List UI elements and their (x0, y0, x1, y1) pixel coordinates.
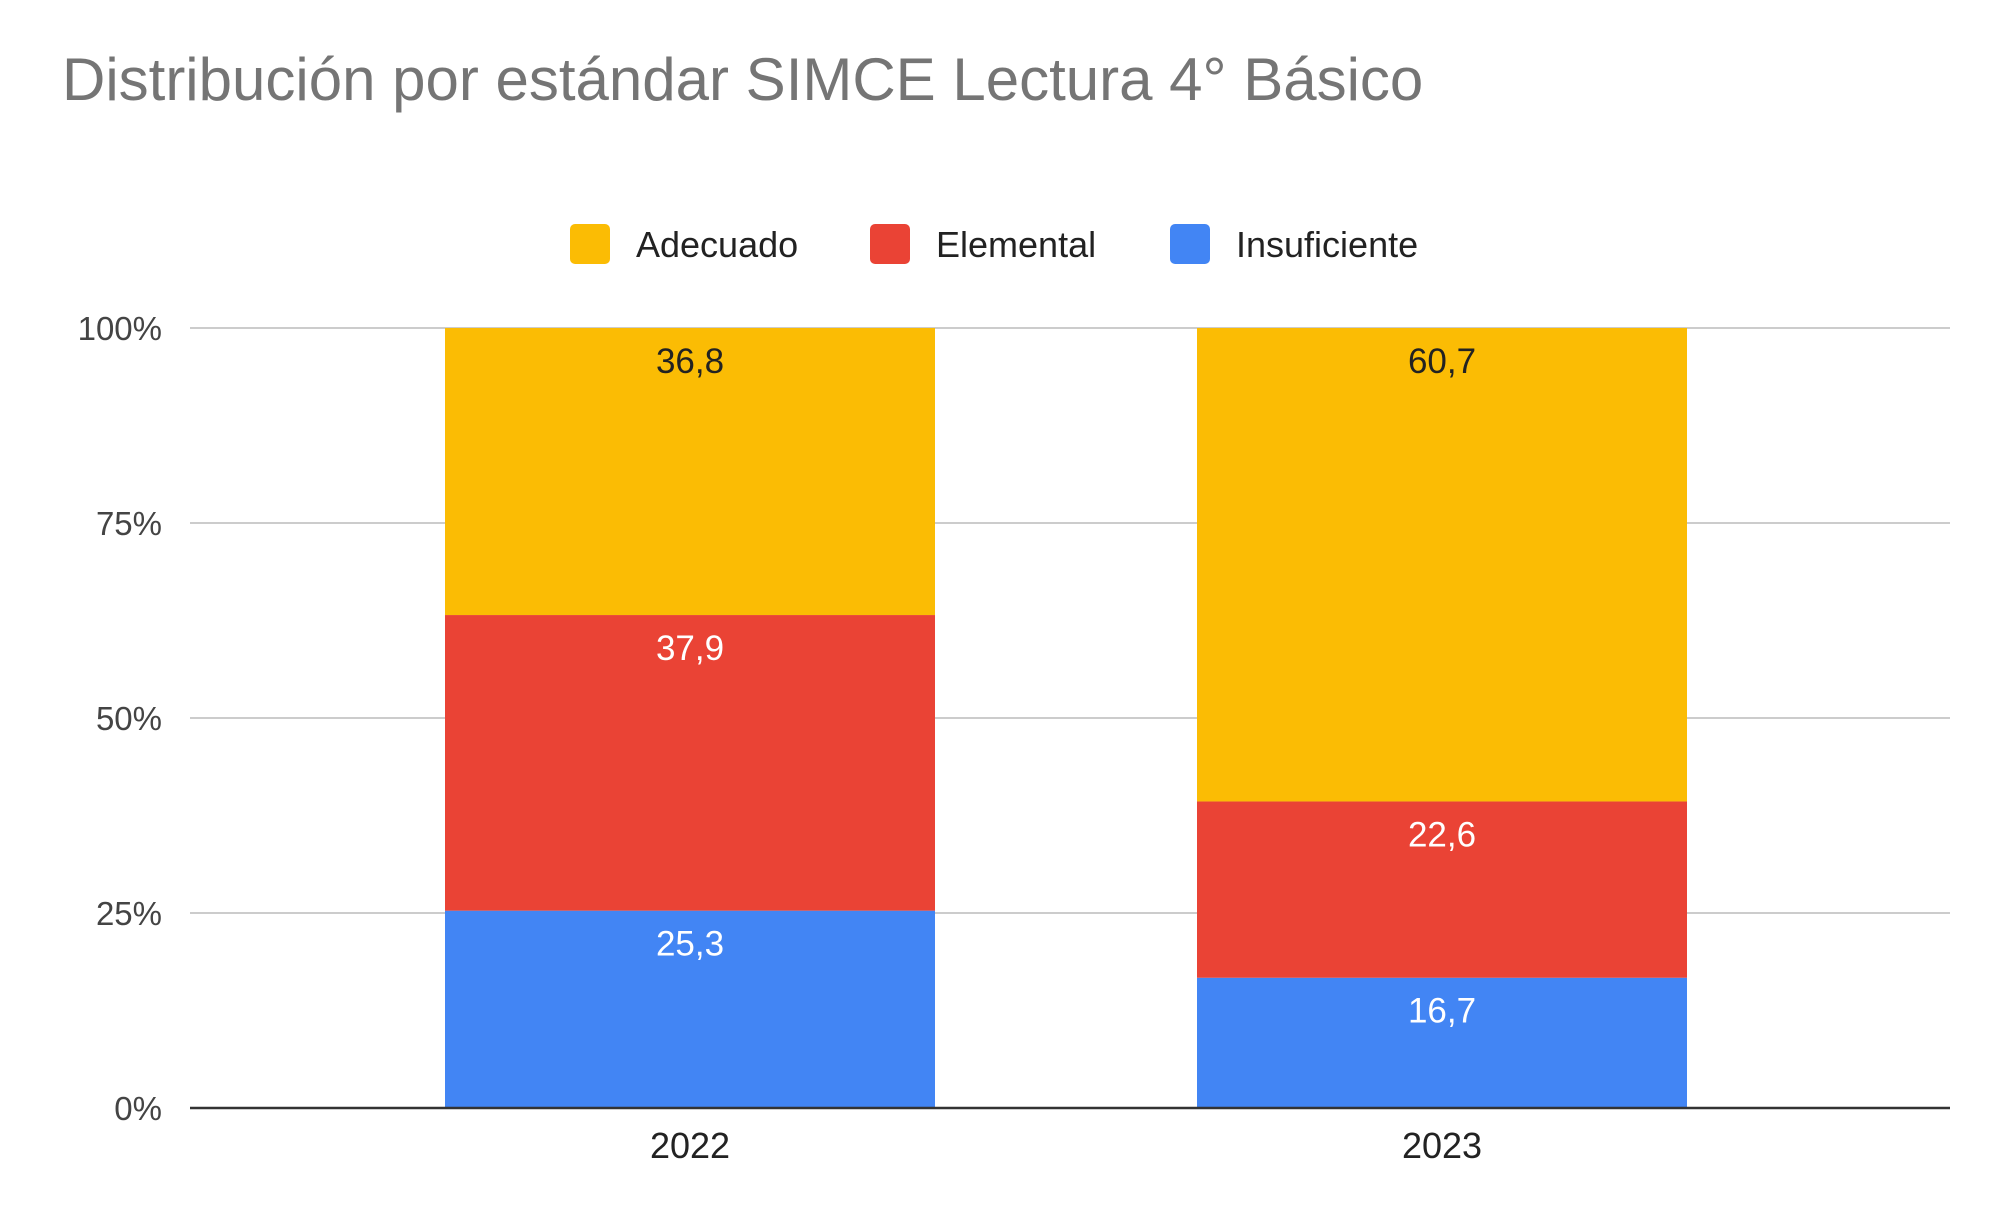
data-label: 60,7 (1408, 342, 1476, 381)
y-tick-label: 50% (96, 700, 162, 737)
bars: 25,3 37,9 36,8 16,7 22,6 60,7 (445, 328, 1687, 1108)
legend-swatch (1170, 224, 1210, 264)
bar-segment-elemental (445, 615, 935, 911)
y-tick-label: 0% (114, 1090, 162, 1127)
legend: Adecuado Elemental Insuficiente (570, 224, 1418, 265)
legend-swatch (870, 224, 910, 264)
data-label: 36,8 (656, 342, 724, 381)
x-tick-label: 2022 (650, 1125, 730, 1166)
data-label: 22,6 (1408, 815, 1476, 854)
x-axis: 2022 2023 (190, 1106, 1950, 1166)
legend-label: Adecuado (636, 224, 798, 265)
y-axis: 0% 25% 50% 75% 100% (78, 310, 162, 1127)
y-tick-label: 100% (78, 310, 162, 347)
y-tick-label: 75% (96, 505, 162, 542)
data-label: 25,3 (656, 925, 724, 964)
data-label: 16,7 (1408, 992, 1476, 1031)
bar-segment-insuficiente (445, 910, 935, 1108)
x-tick-label: 2023 (1402, 1125, 1482, 1166)
chart-title: Distribución por estándar SIMCE Lectura … (62, 46, 1423, 113)
bar-segment-insuficiente (1197, 977, 1687, 1108)
y-tick-label: 25% (96, 895, 162, 932)
legend-label: Insuficiente (1236, 224, 1418, 265)
data-label: 37,9 (656, 629, 724, 668)
legend-label: Elemental (936, 224, 1096, 265)
bar-segment-elemental (1197, 801, 1687, 978)
legend-swatch (570, 224, 610, 264)
bar-segment-adecuado (445, 328, 935, 616)
bar-segment-adecuado (1197, 328, 1687, 802)
